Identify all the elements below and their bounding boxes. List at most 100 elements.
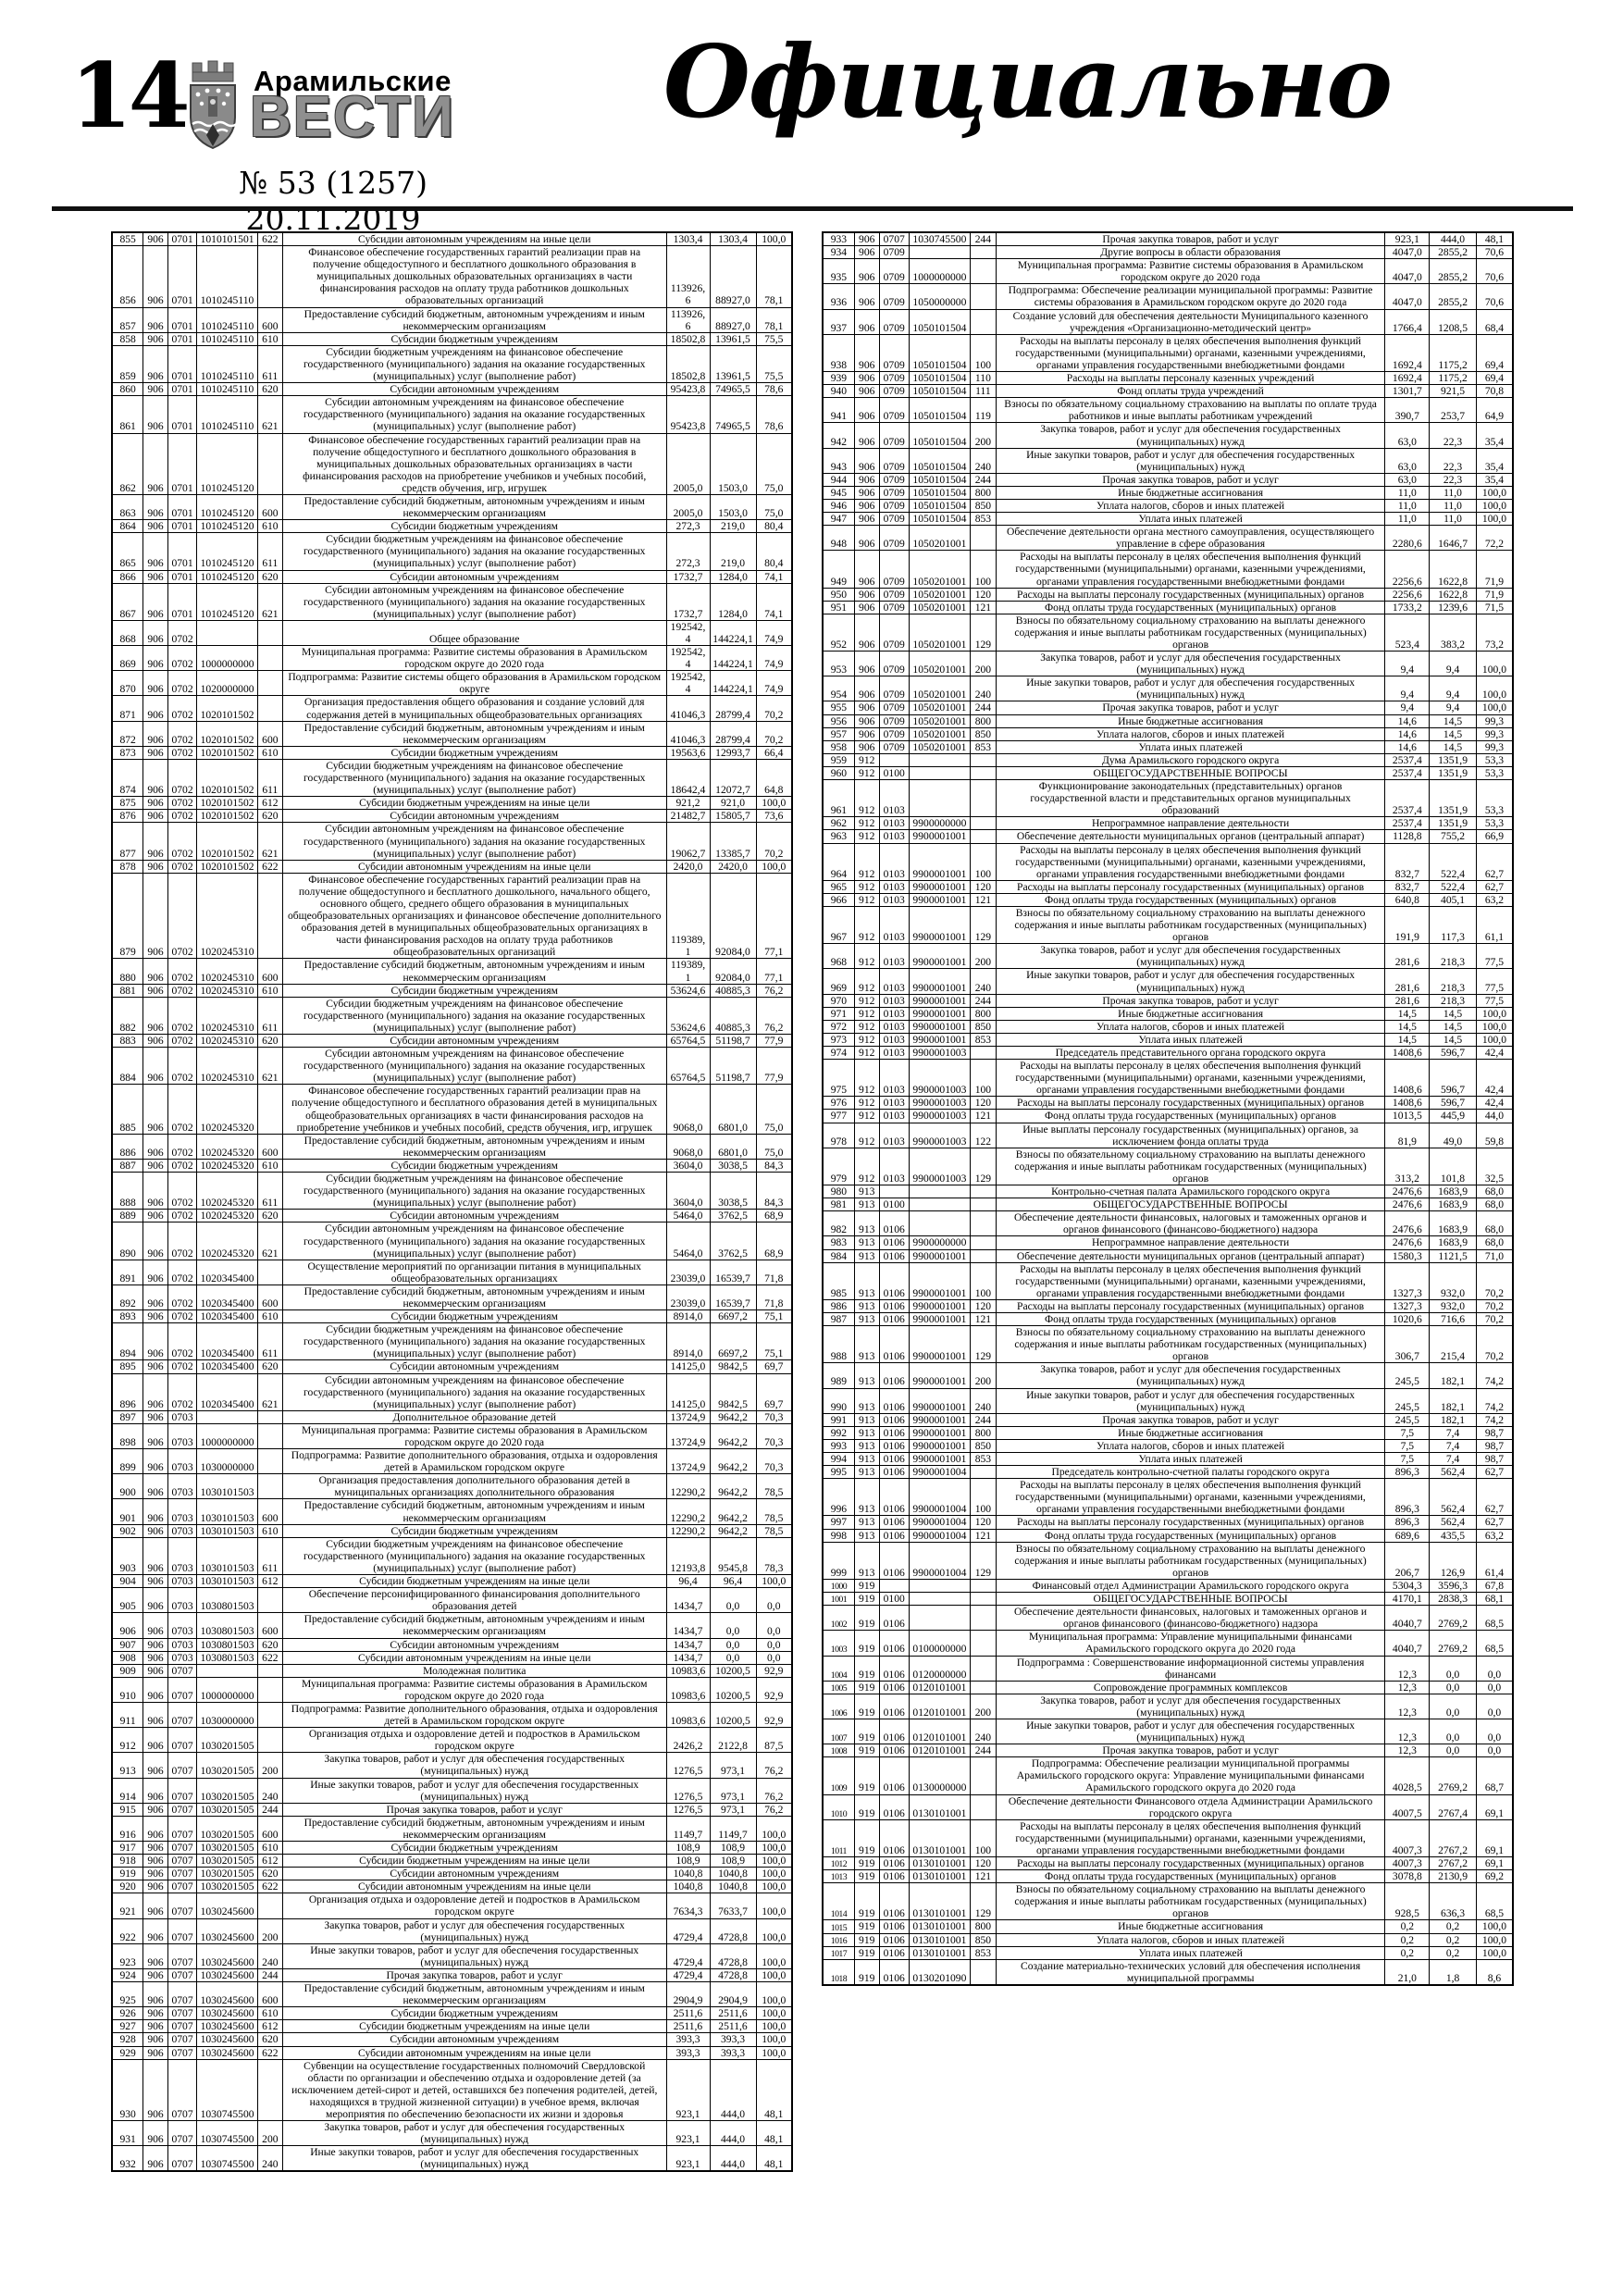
target-article-cell: 1030801503 (196, 1637, 258, 1652)
approved-amount-cell: 640,8 (1384, 892, 1431, 907)
row-number-cell: 898 (111, 1422, 144, 1450)
target-article-cell (908, 1605, 972, 1632)
row-number-cell: 927 (111, 2019, 144, 2034)
execution-percent-cell: 42,4 (1475, 1096, 1514, 1111)
grbs-code-cell: 919 (853, 1882, 880, 1921)
execution-percent-cell: 42,4 (1475, 1045, 1514, 1061)
execution-percent-cell: 68,7 (1475, 1756, 1514, 1795)
expense-name-cell: Муниципальная программа: Развитие систем… (281, 1422, 667, 1450)
approved-amount-cell: 95423,8 (665, 395, 711, 434)
approved-amount-cell: 63,0 (1384, 472, 1431, 487)
section-code-cell: 0701 (167, 582, 198, 621)
execution-percent-cell: 100,0 (755, 1917, 793, 1944)
section-code-cell: 0701 (167, 519, 198, 534)
brand-name-top: Арамильские (254, 65, 452, 97)
row-number-cell: 989 (822, 1362, 855, 1389)
expense-name-cell: Финансовое обеспечение государственных г… (281, 245, 667, 308)
section-code-cell: 0701 (167, 331, 198, 346)
expense-name-cell: Обеспечение персонифицированного финанси… (281, 1587, 667, 1614)
executed-amount-cell: 14,5 (1429, 714, 1477, 728)
approved-amount-cell: 2537,4 (1384, 752, 1431, 767)
approved-amount-cell: 1301,7 (1384, 384, 1431, 399)
executed-amount-cell: 0,0 (709, 1587, 757, 1614)
row-number-cell: 931 (111, 2120, 144, 2147)
table-row: 993 913 0106 9900001001 850 Уплата налогов, с… (822, 1438, 1514, 1454)
expense-name-cell: Уплата иных платежей (995, 1032, 1386, 1048)
approved-amount-cell: 10983,6 (665, 1663, 711, 1678)
executed-amount-cell: 1040,8 (709, 1867, 757, 1881)
target-article-cell: 1030745500 (196, 2145, 258, 2172)
section-code-cell: 0103 (878, 993, 910, 1008)
table-row: 968 912 0103 9900001001 200 Закупка товаров, … (822, 943, 1514, 970)
approved-amount-cell: 21482,7 (665, 809, 711, 824)
expense-name-cell: Организация отдыха и оздоровление детей … (281, 1727, 667, 1754)
executed-amount-cell: 973,1 (709, 1777, 757, 1804)
executed-amount-cell: 2855,2 (1429, 258, 1477, 285)
table-row: 976 912 0103 9900001003 120 Расходы на выплат… (822, 1096, 1514, 1111)
row-number-cell: 1001 (822, 1592, 855, 1607)
grbs-code-cell: 906 (853, 472, 880, 487)
section-code-cell: 0709 (878, 245, 910, 260)
target-article-cell (196, 619, 258, 647)
section-code-cell: 0707 (167, 1867, 198, 1881)
row-number-cell: 1012 (822, 1855, 855, 1871)
approved-amount-cell: 9,4 (1384, 676, 1431, 702)
execution-percent-cell: 74,1 (755, 582, 793, 621)
executed-amount-cell: 1683,9 (1429, 1198, 1477, 1212)
expense-name-cell: Субсидии автономным учреждениям на финан… (281, 582, 667, 621)
target-article-cell: 1000000000 (908, 258, 972, 285)
table-row: 1018 919 0106 0130201090 Создание материальн… (822, 1958, 1514, 1986)
expense-type-cell: 200 (970, 422, 997, 449)
expense-name-cell: Иные закупки товаров, работ и услуг для … (995, 1387, 1386, 1414)
section-code-cell: 0103 (878, 829, 910, 844)
executed-amount-cell: 2855,2 (1429, 283, 1477, 310)
expense-name-cell: Расходы на выплаты персоналу государстве… (995, 1096, 1386, 1111)
table-row: 918 906 0707 1030201505 612 Субсидии бюджетны… (111, 1854, 793, 1868)
approved-amount-cell: 7634,3 (665, 1893, 711, 1919)
section-code-cell: 0707 (167, 1701, 198, 1729)
expense-type-cell (256, 1701, 283, 1729)
expense-type-cell: 240 (970, 1718, 997, 1745)
row-number-cell: 975 (822, 1059, 855, 1098)
grbs-code-cell: 906 (142, 1422, 168, 1450)
grbs-code-cell: 919 (853, 1818, 880, 1858)
approved-amount-cell: 14125,0 (665, 1372, 711, 1411)
execution-percent-cell: 100,0 (755, 1854, 793, 1868)
approved-amount-cell: 0,2 (1384, 1932, 1431, 1947)
row-number-cell: 994 (822, 1451, 855, 1467)
executed-amount-cell: 4728,8 (709, 1917, 757, 1944)
executed-amount-cell: 12072,7 (709, 758, 757, 798)
approved-amount-cell: 1128,8 (1384, 829, 1431, 844)
approved-amount-cell: 12,3 (1384, 1680, 1431, 1694)
executed-amount-cell: 522,4 (1429, 842, 1477, 881)
expense-type-cell: 600 (256, 493, 283, 521)
executed-amount-cell: 716,6 (1429, 1311, 1477, 1327)
target-article-cell (908, 1592, 972, 1607)
target-article-cell: 1030201505 (196, 1880, 258, 1894)
row-number-cell: 993 (822, 1438, 855, 1454)
table-row: 954 906 0709 1050201001 240 Иные закупки това… (822, 676, 1514, 702)
executed-amount-cell: 9642,2 (709, 1523, 757, 1538)
execution-percent-cell: 100,0 (755, 1981, 793, 2008)
table-row: 997 913 0106 9900001004 120 Расходы на выплат… (822, 1515, 1514, 1530)
grbs-code-cell: 906 (142, 231, 168, 247)
expense-name-cell: Фонд оплаты труда государственных (муниц… (995, 1528, 1386, 1543)
grbs-code-cell: 906 (142, 872, 168, 960)
grbs-code-cell: 906 (853, 333, 880, 373)
grbs-code-cell: 912 (853, 1045, 880, 1061)
grbs-code-cell: 906 (142, 582, 168, 621)
execution-percent-cell: 98,7 (1475, 1451, 1514, 1467)
expense-name-cell: ОБЩЕГОСУДАРСТВЕННЫЕ ВОПРОСЫ (995, 765, 1386, 781)
execution-percent-cell: 100,0 (1475, 1019, 1514, 1034)
table-row: 933 906 0707 1030745500 244 Прочая закупка то… (822, 231, 1514, 247)
target-article-cell: 9900001001 (908, 993, 972, 1008)
target-article-cell: 1030201505 (196, 1815, 258, 1843)
row-number-cell: 857 (111, 306, 144, 333)
grbs-code-cell: 906 (853, 613, 880, 652)
expense-name-cell: Субсидии бюджетным учреждениям на иные ц… (281, 796, 667, 811)
execution-percent-cell: 71,9 (1475, 587, 1514, 602)
approved-amount-cell: 41046,3 (665, 720, 711, 747)
section-code-cell: 0702 (167, 1158, 198, 1173)
expense-name-cell: Обеспечение деятельности финансовых, нал… (995, 1210, 1386, 1237)
expense-name-cell: Финансовое обеспечение государственных г… (281, 1084, 667, 1135)
